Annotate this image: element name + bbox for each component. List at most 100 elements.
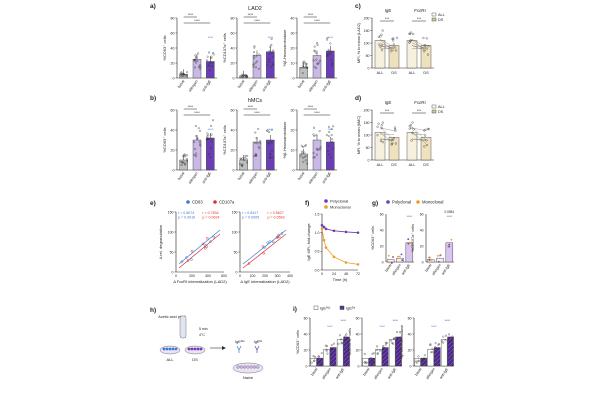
y-tick-label: 60	[231, 108, 235, 112]
data-point	[365, 361, 368, 364]
data-point	[198, 64, 201, 67]
x-tick-label: allergen	[373, 367, 384, 380]
data-point	[344, 230, 348, 234]
data-point	[208, 64, 211, 66]
data-point	[301, 72, 304, 75]
data-point	[205, 245, 208, 248]
y-tick-label: 40	[408, 332, 412, 336]
data-point	[211, 65, 214, 68]
diagram-label: Naive	[243, 375, 254, 380]
bar-chart: 0 20 40 60 %CD63⁺ cells basal allergen anti-IgE…	[162, 105, 217, 185]
x-tick-label: 100	[250, 274, 256, 278]
x-tick-label: 200	[262, 274, 268, 278]
x-tick-label: basal	[384, 263, 392, 272]
data-point	[312, 152, 315, 155]
y-tick-label: 40	[420, 228, 424, 232]
data-point	[338, 334, 341, 337]
sig-label: ****	[314, 111, 320, 115]
data-point	[412, 128, 415, 131]
bar-chart: 0 10 20 30 40 %β-Hexosaminidase basal allergen a…	[282, 13, 337, 93]
data-point	[409, 31, 413, 34]
data-point	[384, 343, 387, 346]
data-point	[379, 139, 383, 142]
data-point	[423, 50, 426, 53]
y-tick-label: 40	[380, 228, 384, 232]
data-point	[317, 355, 320, 358]
bar	[192, 59, 202, 79]
data-point	[377, 43, 381, 46]
data-point	[210, 56, 213, 59]
sig-label: ****	[194, 111, 200, 115]
y-tick-label: 60	[420, 212, 424, 216]
y-tick-label: 10	[291, 61, 295, 65]
data-point	[364, 362, 367, 365]
legend-label: DS	[438, 18, 444, 22]
bar-chart: 0 10 20 30 %β-Hexosaminidase basal allergen ant…	[282, 105, 337, 185]
data-point	[391, 37, 394, 40]
sig-label: ****	[308, 13, 314, 17]
y-tick-label: 50	[234, 250, 238, 254]
x-tick-label: basal	[237, 79, 246, 89]
data-point	[390, 339, 393, 342]
panel-letter: d)	[355, 95, 361, 102]
data-point	[407, 238, 410, 241]
data-point	[240, 157, 243, 160]
data-point	[271, 156, 274, 159]
data-point	[442, 341, 445, 344]
data-point	[270, 128, 273, 131]
cell-icon	[190, 347, 194, 351]
data-point	[423, 129, 426, 132]
pair-line	[379, 132, 395, 144]
data-point	[304, 145, 307, 148]
x-axis-label: Δ IgE internalization (LAD2)	[240, 279, 290, 284]
panel-g: g) Polyclonal Monoclonal 0 20 40 60 %CD63⁺ cell…	[371, 200, 454, 277]
data-point	[390, 50, 393, 53]
data-point	[437, 343, 440, 346]
bar	[368, 357, 376, 367]
x-tick-label: ALL	[409, 71, 416, 75]
pair-line	[379, 47, 395, 50]
x-tick-label: DS	[423, 71, 429, 75]
bar	[374, 40, 386, 69]
data-point	[331, 140, 334, 143]
y-axis-label: %CD107a⁺ cells	[411, 224, 415, 252]
data-point	[318, 59, 321, 62]
sig-label: ****	[268, 128, 274, 132]
data-point	[380, 33, 383, 36]
data-point	[254, 142, 257, 145]
data-point	[431, 347, 434, 350]
y-tick-label: 60	[304, 316, 308, 320]
data-point	[197, 66, 200, 69]
data-point	[382, 346, 385, 349]
data-point	[239, 163, 242, 165]
y-tick-label: 200	[364, 108, 370, 112]
cell-icon	[187, 347, 191, 351]
legend-label: Monoclonal	[422, 200, 443, 205]
pair-line	[379, 45, 395, 51]
data-point	[255, 154, 258, 157]
data-point	[208, 69, 211, 72]
y-tick-label: 50	[170, 250, 174, 254]
data-point	[325, 38, 328, 41]
data-point	[377, 35, 380, 38]
data-point	[199, 129, 202, 132]
column-header: FcεRI	[414, 8, 426, 13]
y-tick-label: 150	[232, 210, 238, 214]
x-tick-label: anti-IgE	[261, 171, 272, 184]
data-point	[392, 43, 395, 46]
data-point	[269, 157, 271, 159]
x-tick-label: DS	[423, 163, 429, 167]
data-point	[394, 142, 397, 145]
x-tick-label: basal	[297, 79, 306, 89]
data-point	[312, 355, 315, 358]
y-tick-label: 60	[408, 316, 412, 320]
x-tick-label: 300	[275, 274, 281, 278]
data-point	[252, 63, 255, 66]
data-point	[417, 355, 420, 358]
bar	[414, 358, 421, 367]
data-point	[381, 141, 384, 144]
bar	[326, 141, 335, 171]
legend-label: DS	[438, 110, 444, 114]
y-tick-label: 20	[420, 244, 424, 248]
